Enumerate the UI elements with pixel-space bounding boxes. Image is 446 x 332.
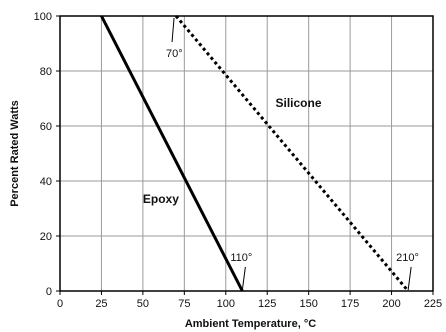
x-tick-label: 175 [341, 298, 359, 310]
annotation-leader [171, 17, 175, 43]
annotation-label: 210° [396, 252, 419, 264]
annotation-label: 110° [230, 252, 252, 264]
annotation-label: 70° [166, 48, 183, 60]
series-lines [100, 15, 410, 292]
x-tick-label: 50 [137, 298, 149, 310]
series-labels: Epoxy Silicone [143, 96, 322, 206]
x-tick-label: 25 [95, 298, 107, 310]
x-axis-title: Ambient Temperature, °C [185, 318, 316, 330]
x-tick-label: 150 [299, 298, 317, 310]
annotation-leader [407, 266, 412, 291]
y-tick-label: 20 [40, 231, 52, 243]
annotations: 70° 110° 210° [166, 17, 419, 291]
series-label-epoxy: Epoxy [143, 192, 179, 206]
series-line-epoxy [100, 15, 244, 292]
series-line-silicone [174, 15, 410, 292]
series-label-silicone: Silicone [276, 96, 322, 110]
annotation-leader [241, 266, 246, 291]
y-tick-label: 60 [40, 121, 52, 133]
x-tick-label: 225 [424, 298, 442, 310]
grid [60, 16, 433, 291]
y-axis-title: Percent Rated Watts [9, 100, 21, 207]
plot-frame [59, 15, 434, 292]
tick-labels: 0 25 50 75 100 125 150 175 200 225 0 20 40 60 80 100 [34, 11, 443, 310]
x-tick-label: 100 [217, 298, 235, 310]
x-tick-label: 0 [57, 298, 63, 310]
x-tick-label: 200 [382, 298, 400, 310]
y-tick-label: 40 [40, 176, 52, 188]
y-tick-label: 100 [34, 11, 52, 23]
y-tick-label: 0 [46, 286, 52, 298]
x-tick-label: 125 [258, 298, 276, 310]
y-tick-label: 80 [40, 66, 52, 78]
x-tick-label: 75 [178, 298, 190, 310]
